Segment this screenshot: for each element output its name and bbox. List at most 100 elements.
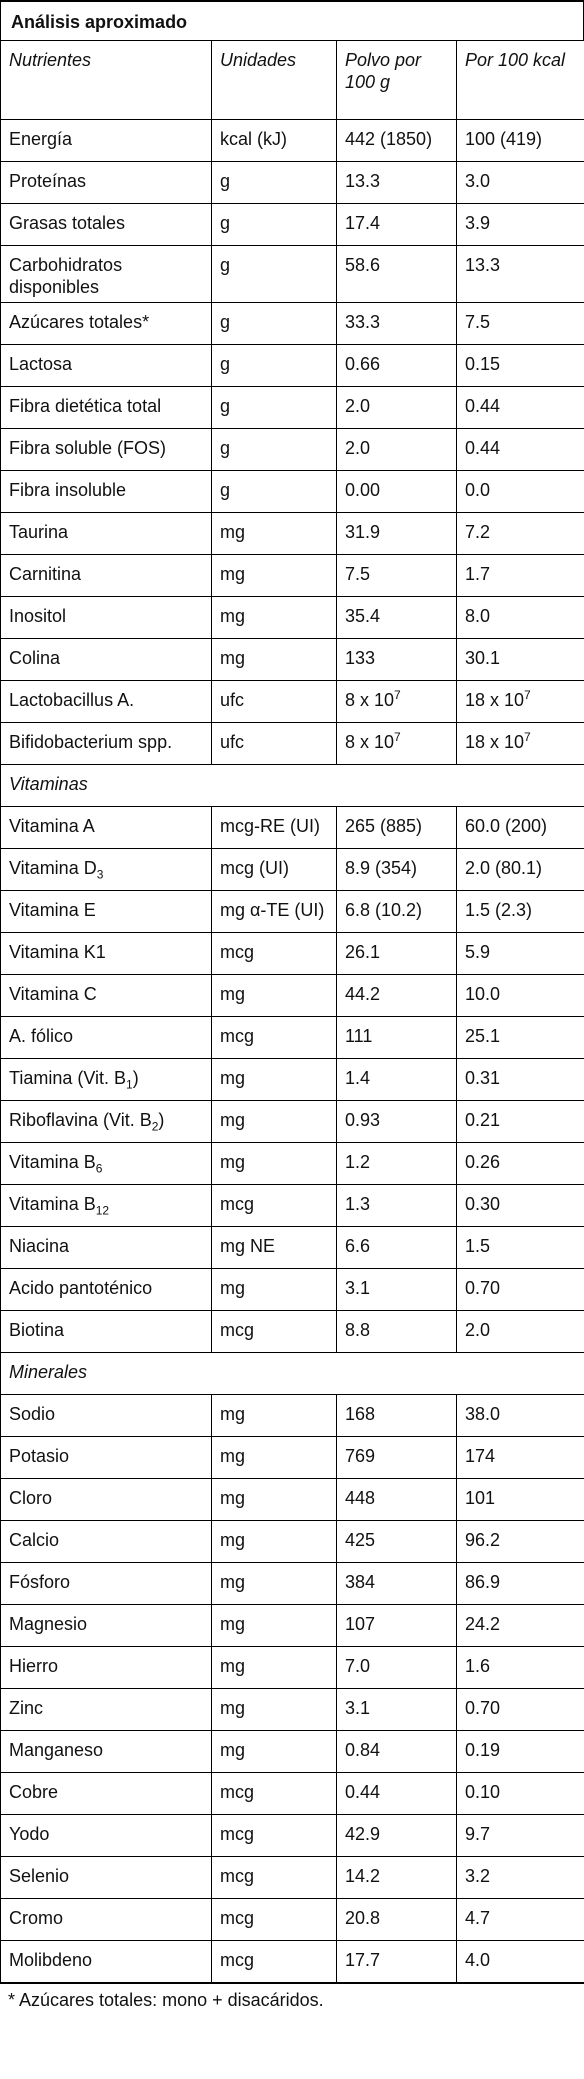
table-cell: 7.5 — [336, 554, 457, 597]
table-row: Selenio mcg 14.2 3.2 — [0, 1856, 584, 1899]
table-cell: 8.8 — [336, 1310, 457, 1353]
table-row: Fósforo mg 384 86.9 — [0, 1562, 584, 1605]
table-cell: Proteínas — [0, 161, 212, 204]
table-row: Fibra dietética total g 2.0 0.44 — [0, 386, 584, 429]
table-cell: mg — [211, 1646, 337, 1689]
table-cell: g — [211, 344, 337, 387]
table-cell: mg — [211, 1520, 337, 1563]
column-header: Nutrientes — [0, 40, 212, 120]
table-cell: 0.21 — [456, 1100, 584, 1143]
table-cell: 30.1 — [456, 638, 584, 681]
table-cell: Riboflavina (Vit. B2) — [0, 1100, 212, 1143]
table-cell: 3.2 — [456, 1856, 584, 1899]
title: Análisis aproximado — [0, 0, 584, 40]
table-cell: g — [211, 161, 337, 204]
cell-text: Vitamina B — [9, 1194, 96, 1214]
table-cell: kcal (kJ) — [211, 119, 337, 162]
table-cell: 20.8 — [336, 1898, 457, 1941]
subscript: 2 — [151, 1119, 159, 1134]
table-row: Magnesio mg 107 24.2 — [0, 1604, 584, 1647]
table-cell: 265 (885) — [336, 806, 457, 849]
table-cell: 26.1 — [336, 932, 457, 975]
table-cell: mcg — [211, 1184, 337, 1227]
table-cell: 111 — [336, 1016, 457, 1059]
table-cell: mcg (UI) — [211, 848, 337, 891]
table-cell: 0.31 — [456, 1058, 584, 1101]
table-row: Fibra insoluble g 0.00 0.0 — [0, 470, 584, 513]
table-cell: 174 — [456, 1436, 584, 1479]
table-cell: 3.1 — [336, 1688, 457, 1731]
table-row: Zinc mg 3.1 0.70 — [0, 1688, 584, 1731]
table-cell: Lactobacillus A. — [0, 680, 212, 723]
table-cell: mg — [211, 512, 337, 555]
table-cell: Lactosa — [0, 344, 212, 387]
table-cell: A. fólico — [0, 1016, 212, 1059]
footnote: * Azúcares totales: mono + disacáridos. — [0, 1983, 584, 2017]
table-cell: 3.9 — [456, 203, 584, 246]
table-cell: mg — [211, 1058, 337, 1101]
table-cell: Sodio — [0, 1394, 212, 1437]
table-cell: mg — [211, 1100, 337, 1143]
table-cell: mg — [211, 1436, 337, 1479]
table-cell: Vitamina E — [0, 890, 212, 933]
table-cell: g — [211, 386, 337, 429]
table-cell: g — [211, 302, 337, 345]
table-cell: 2.0 — [336, 386, 457, 429]
table-cell: 38.0 — [456, 1394, 584, 1437]
table-row: Inositol mg 35.4 8.0 — [0, 596, 584, 639]
table-cell: g — [211, 245, 337, 303]
table-cell: 168 — [336, 1394, 457, 1437]
table-row: Colina mg 133 30.1 — [0, 638, 584, 681]
superscript: 7 — [394, 688, 401, 702]
table-cell: mg — [211, 1604, 337, 1647]
table-cell: Bifidobacterium spp. — [0, 722, 212, 765]
table-row: Lactosa g 0.66 0.15 — [0, 344, 584, 387]
table-cell: 42.9 — [336, 1814, 457, 1857]
table-cell: 17.7 — [336, 1940, 457, 1983]
table-cell: 14.2 — [336, 1856, 457, 1899]
table-cell: mg — [211, 1142, 337, 1185]
table-cell: 0.44 — [456, 428, 584, 471]
table-cell: 1.5 (2.3) — [456, 890, 584, 933]
table-row: Vitamina D3 mcg (UI) 8.9 (354) 2.0 (80.1) — [0, 848, 584, 891]
table-row: Molibdeno mcg 17.7 4.0 — [0, 1940, 584, 1983]
table-cell: 0.0 — [456, 470, 584, 513]
table-row: Proteínas g 13.3 3.0 — [0, 161, 584, 204]
table-cell: Potasio — [0, 1436, 212, 1479]
table-cell: 13.3 — [336, 161, 457, 204]
superscript: 7 — [394, 730, 401, 744]
cell-text: ) — [158, 1110, 165, 1130]
table-cell: mg NE — [211, 1226, 337, 1269]
subscript: 3 — [96, 867, 104, 882]
table-cell: Vitamina K1 — [0, 932, 212, 975]
table-cell: Vitamina C — [0, 974, 212, 1017]
table-cell: mg — [211, 1730, 337, 1773]
table-cell: mg — [211, 974, 337, 1017]
table-row: Grasas totales g 17.4 3.9 — [0, 203, 584, 246]
column-header: Polvo por 100 g — [336, 40, 457, 120]
table-cell: g — [211, 203, 337, 246]
table-cell: 1.6 — [456, 1646, 584, 1689]
table-row: Carbohidratos disponibles g 58.6 13.3 — [0, 245, 584, 303]
table-cell: Colina — [0, 638, 212, 681]
table-row: Lactobacillus A. ufc 8 x 107 18 x 107 — [0, 680, 584, 723]
table-cell: 0.30 — [456, 1184, 584, 1227]
table-cell: ufc — [211, 680, 337, 723]
table-row: Yodo mcg 42.9 9.7 — [0, 1814, 584, 1857]
table-row: Energía kcal (kJ) 442 (1850) 100 (419) — [0, 119, 584, 162]
table-row: Fibra soluble (FOS) g 2.0 0.44 — [0, 428, 584, 471]
table-cell: Vitamina A — [0, 806, 212, 849]
table-cell: 6.8 (10.2) — [336, 890, 457, 933]
table-cell: Cobre — [0, 1772, 212, 1815]
cell-text: 8 x 10 — [345, 732, 395, 752]
table-row: Calcio mg 425 96.2 — [0, 1520, 584, 1563]
table-cell: 2.0 — [456, 1310, 584, 1353]
table-cell: Calcio — [0, 1520, 212, 1563]
table-cell: 425 — [336, 1520, 457, 1563]
table-cell: Selenio — [0, 1856, 212, 1899]
table-cell: 1.4 — [336, 1058, 457, 1101]
table-cell: 2.0 (80.1) — [456, 848, 584, 891]
